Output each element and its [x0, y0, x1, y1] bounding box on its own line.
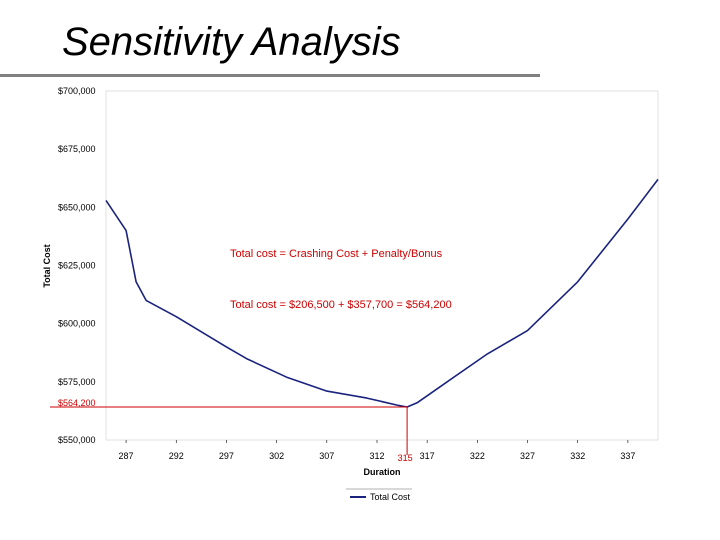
- x-tick-label: 287: [119, 451, 134, 461]
- annotation-formula: Total cost = Crashing Cost + Penalty/Bon…: [230, 248, 443, 260]
- x-tick-label: 297: [219, 451, 234, 461]
- series-layer: [105, 178, 659, 408]
- x-axis: 287 292 297 302 307 312 317 322 327 332 337: [119, 440, 635, 461]
- y-tick-label: $650,000: [58, 202, 96, 212]
- x-tick-label: 312: [369, 451, 384, 461]
- x-tick-label: 332: [570, 451, 585, 461]
- y-tick-label: $675,000: [58, 144, 96, 154]
- reference-y-label: $564,200: [58, 398, 96, 408]
- title-divider: [0, 74, 540, 77]
- x-tick-label: 292: [169, 451, 184, 461]
- annotation-calculation: Total cost = $206,500 + $357,700 = $564,…: [230, 299, 452, 311]
- x-tick-label: 317: [420, 451, 435, 461]
- x-tick-label: 322: [470, 451, 485, 461]
- x-tick-label: 307: [319, 451, 334, 461]
- y-tick-label: $575,000: [58, 377, 96, 387]
- legend-label-total-cost: Total Cost: [370, 492, 411, 502]
- y-tick-label: $550,000: [58, 435, 96, 445]
- x-axis-title: Duration: [364, 467, 401, 477]
- x-tick-label: 302: [269, 451, 284, 461]
- slide-title: Sensitivity Analysis: [62, 20, 401, 64]
- series-line-total-cost: [105, 178, 659, 408]
- y-tick-label: $700,000: [58, 86, 96, 96]
- y-tick-label: $625,000: [58, 261, 96, 271]
- x-tick-label: 327: [520, 451, 535, 461]
- reference-x-label: 315: [398, 453, 413, 463]
- y-axis-title: Total Cost: [42, 244, 52, 287]
- plot-area: [105, 90, 659, 441]
- reference-layer: $564,200 315: [50, 398, 413, 463]
- y-axis: $550,000 $575,000 $600,000 $625,000 $650,000…: [58, 86, 96, 445]
- y-tick-label: $600,000: [58, 319, 96, 329]
- x-tick-label: 337: [620, 451, 635, 461]
